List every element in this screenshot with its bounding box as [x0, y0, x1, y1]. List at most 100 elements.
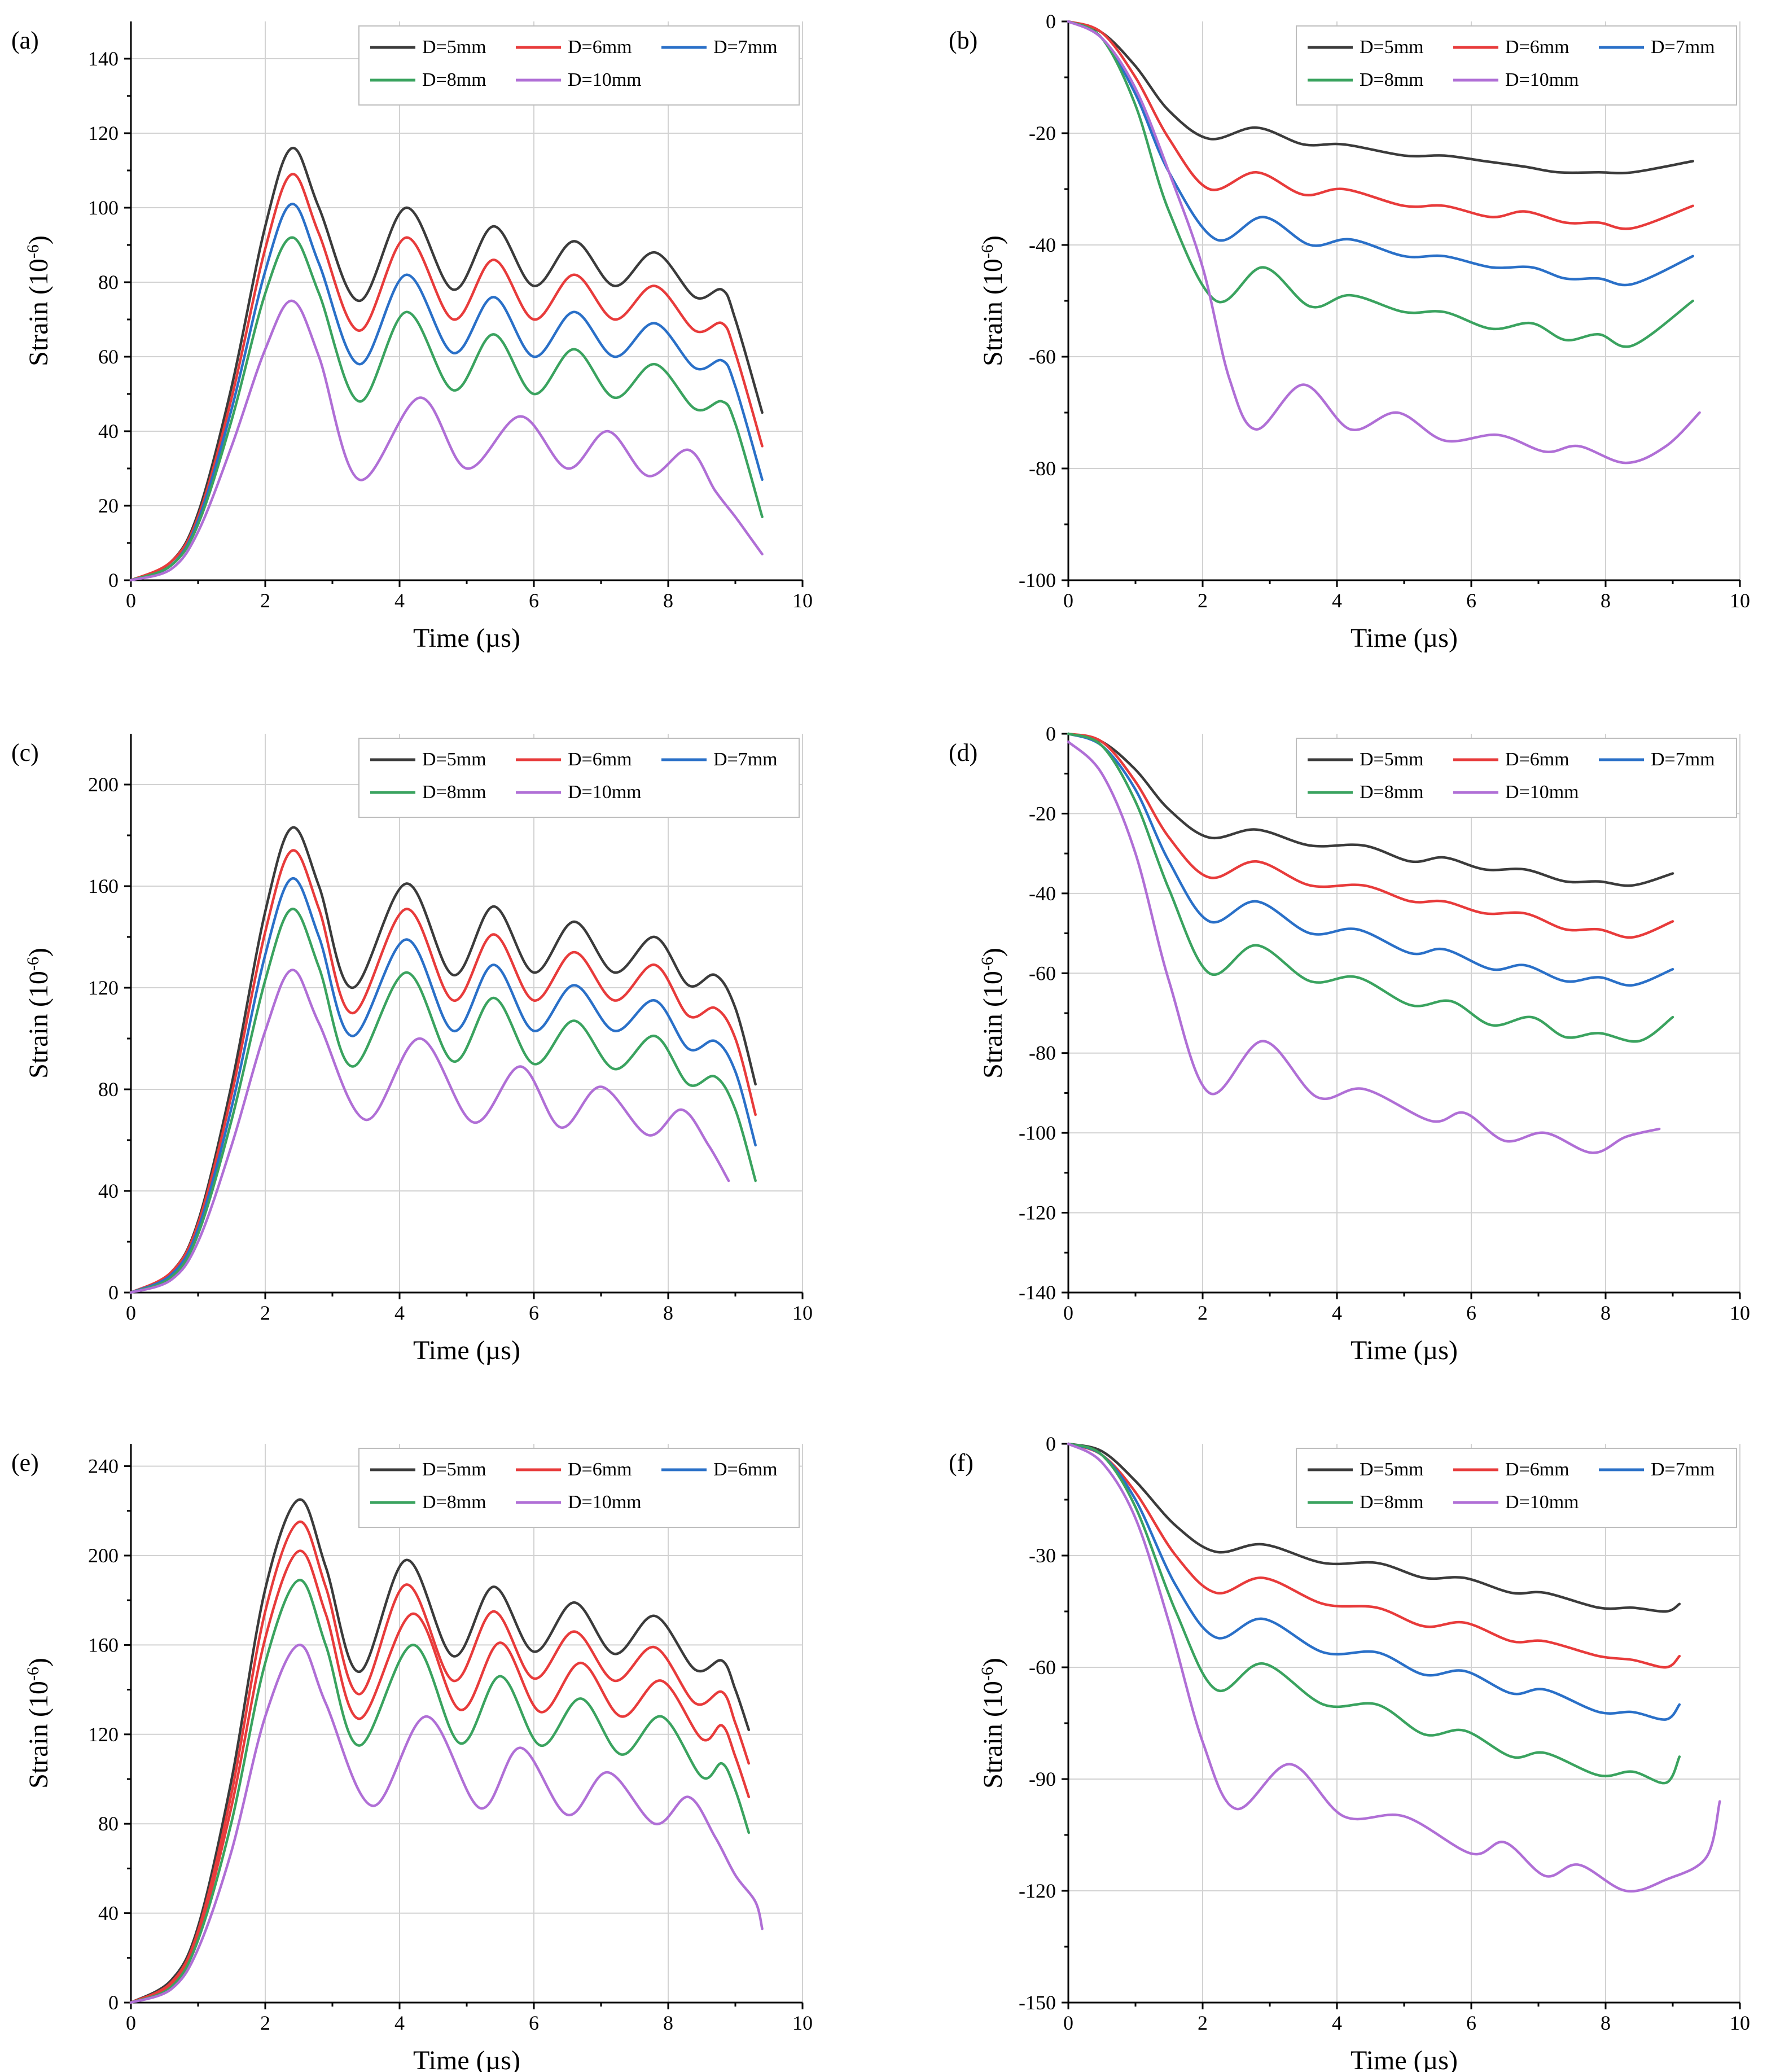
x-tick-label: 0 — [1063, 1302, 1073, 1324]
series-line-d-7mm — [1067, 20, 1694, 287]
y-tick-label: 80 — [98, 1078, 119, 1101]
legend-entry: D=5mm — [422, 749, 486, 770]
y-axis-title: Strain (10-6) — [978, 948, 1009, 1079]
series-line-d-5mm — [129, 147, 764, 582]
legend-entry: D=6mm — [1505, 1459, 1569, 1480]
series-line-d-8mm — [1067, 1442, 1681, 1785]
series-line-d-7mm — [129, 203, 764, 582]
y-tick-label: 20 — [98, 494, 119, 517]
legend-entry: D=8mm — [422, 69, 486, 90]
y-tick-label: 0 — [1046, 1433, 1056, 1455]
x-tick-label: 0 — [126, 2012, 136, 2034]
legend-entry: D=6mm — [568, 37, 632, 58]
series-line-d-10mm — [129, 969, 730, 1294]
x-tick-label: 6 — [1466, 1302, 1476, 1324]
x-tick-label: 4 — [1332, 2012, 1342, 2034]
chart-panel-e: 0 2 4 6 8 10 0 40 80 120 160 200 240 Time (µs) Strain … — [11, 1444, 813, 2072]
legend-box — [1296, 738, 1737, 818]
legend-entry: D=7mm — [713, 749, 778, 770]
x-tick-label: 0 — [126, 589, 136, 612]
series-line-d-8mm — [129, 236, 764, 582]
x-tick-label: 10 — [792, 589, 813, 612]
series-line-d-7mm — [129, 877, 757, 1294]
x-axis-title: Time (µs) — [413, 1335, 520, 1365]
y-tick-label: 200 — [88, 773, 119, 796]
x-tick-label: 10 — [1730, 2012, 1750, 2034]
y-tick-label: 40 — [98, 1180, 119, 1202]
x-tick-label: 2 — [1198, 2012, 1208, 2034]
series-line-d-5mm — [129, 826, 757, 1294]
y-tick-label: 120 — [88, 122, 119, 144]
y-axis-title-main: Strain (10 — [978, 259, 1008, 366]
x-tick-label: 8 — [663, 1302, 673, 1324]
y-axis-title-main: Strain (10 — [24, 259, 54, 366]
series-line-d-7mm — [1067, 1442, 1681, 1721]
y-tick-label: 100 — [88, 196, 119, 219]
y-tick-label: 120 — [88, 976, 119, 999]
legend-entry: D=7mm — [1651, 37, 1715, 58]
legend-entry: D=10mm — [1505, 69, 1579, 90]
y-tick-label: -120 — [1019, 1202, 1056, 1224]
y-tick-label: -20 — [1029, 802, 1056, 825]
legend: D=5mm D=6mm D=7mm D=8mm D=10mm — [1296, 1448, 1737, 1528]
legend-box — [1296, 25, 1737, 106]
y-tick-label: 60 — [98, 345, 119, 368]
y-axis-title: Strain (10-6) — [24, 1658, 54, 1789]
y-axis-title-exponent: -6 — [978, 957, 997, 971]
x-tick-label: 6 — [529, 1302, 539, 1324]
y-tick-label: -60 — [1029, 1656, 1056, 1679]
series-line-d-6mm — [1067, 732, 1674, 939]
y-tick-label: 160 — [88, 1633, 119, 1656]
legend-entry: D=7mm — [1651, 749, 1715, 770]
panel-label: (a) — [11, 27, 39, 54]
x-tick-label: 0 — [126, 1302, 136, 1324]
legend-box — [358, 738, 800, 818]
y-axis-title-close: ) — [24, 1658, 54, 1667]
x-tick-label: 8 — [1601, 589, 1611, 612]
y-tick-label: -100 — [1019, 1122, 1056, 1144]
series-line-d-8mm — [129, 1579, 751, 2004]
y-tick-label: -100 — [1019, 569, 1056, 592]
legend-entry: D=8mm — [1360, 69, 1424, 90]
x-tick-label: 8 — [663, 589, 673, 612]
series-line-d-5mm — [1067, 732, 1674, 887]
y-axis-title-exponent: -6 — [24, 244, 42, 259]
legend-entry: D=7mm — [713, 37, 778, 58]
y-axis-title-close: ) — [24, 948, 54, 957]
legend-box — [1296, 1448, 1737, 1528]
x-tick-label: 6 — [529, 589, 539, 612]
y-axis-title-main: Strain (10 — [978, 1681, 1008, 1789]
x-tick-label: 10 — [792, 1302, 813, 1324]
y-tick-label: 160 — [88, 875, 119, 897]
y-tick-label: 80 — [98, 1812, 119, 1835]
legend-entry: D=6mm — [568, 749, 632, 770]
y-tick-label: -60 — [1029, 962, 1056, 984]
y-axis-title: Strain (10-6) — [24, 948, 54, 1079]
y-axis-title-close: ) — [24, 235, 54, 244]
x-tick-label: 8 — [1601, 1302, 1611, 1324]
y-axis-title-close: ) — [978, 235, 1008, 244]
series-line-d-8mm — [1067, 20, 1694, 348]
series-line-d-8mm — [129, 908, 757, 1294]
legend-entry: D=7mm — [1651, 1459, 1715, 1480]
x-axis-title: Time (µs) — [1351, 2045, 1458, 2072]
y-tick-label: -60 — [1029, 345, 1056, 368]
x-axis-title: Time (µs) — [413, 2045, 520, 2072]
series-line-d-10mm — [129, 1644, 764, 2004]
y-tick-label: 200 — [88, 1544, 119, 1567]
y-axis-title-main: Strain (10 — [24, 971, 54, 1079]
legend: D=5mm D=6mm D=6mm D=8mm D=10mm — [358, 1448, 800, 1528]
y-tick-label: -40 — [1029, 882, 1056, 905]
legend-entry: D=6mm — [1505, 37, 1569, 58]
legend-box — [358, 1448, 800, 1528]
series-line-d-6mm — [1067, 20, 1694, 230]
legend-entry: D=5mm — [1360, 37, 1424, 58]
chart-panel-c: 0 2 4 6 8 10 0 40 80 120 160 200 Time (µs) Strain (10… — [11, 734, 813, 1365]
x-tick-label: 2 — [1198, 1302, 1208, 1324]
y-axis-title-exponent: -6 — [978, 244, 997, 259]
series-line-d-5mm — [1067, 1442, 1681, 1613]
series-line-d-6mm — [129, 849, 757, 1294]
x-tick-label: 10 — [792, 2012, 813, 2034]
